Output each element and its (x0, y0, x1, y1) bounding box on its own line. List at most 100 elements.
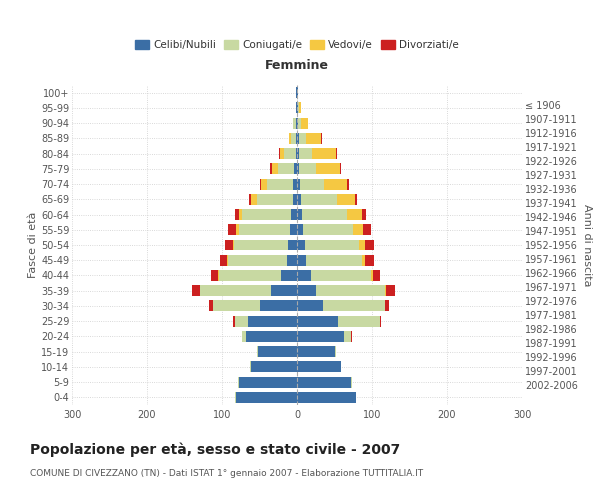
Bar (353, 224, 363, 235)
Bar (284, 148, 296, 159)
Bar (338, 316, 380, 326)
Bar (277, 164, 294, 174)
Bar (261, 178, 267, 190)
Bar (297, 194, 301, 205)
Bar (297, 376, 351, 388)
Bar (271, 285, 297, 296)
Bar (225, 240, 233, 250)
Bar (288, 240, 297, 250)
Bar (296, 87, 297, 98)
Bar (296, 148, 297, 159)
Bar (316, 164, 340, 174)
Bar (301, 118, 308, 128)
Bar (335, 346, 336, 357)
Bar (267, 178, 293, 190)
Bar (297, 178, 300, 190)
Bar (323, 300, 385, 312)
Bar (351, 331, 352, 342)
Bar (235, 316, 248, 326)
Bar (297, 148, 299, 159)
Bar (363, 224, 371, 235)
Bar (303, 224, 353, 235)
Y-axis label: Fasce di età: Fasce di età (28, 212, 38, 278)
Bar (219, 270, 281, 281)
Bar (347, 178, 349, 190)
Bar (280, 148, 284, 159)
Legend: Celibi/Nubili, Coniugati/e, Vedovi/e, Divorziati/e: Celibi/Nubili, Coniugati/e, Vedovi/e, Di… (131, 36, 463, 54)
Bar (248, 316, 297, 326)
Bar (296, 102, 297, 114)
Text: Femmine: Femmine (265, 59, 329, 72)
Bar (306, 255, 361, 266)
Bar (239, 209, 242, 220)
Bar (316, 285, 385, 296)
Bar (297, 392, 355, 403)
Bar (297, 224, 303, 235)
Bar (249, 194, 251, 205)
Bar (239, 224, 290, 235)
Bar (359, 240, 365, 250)
Bar (355, 392, 356, 403)
Bar (336, 148, 337, 159)
Bar (211, 270, 218, 281)
Bar (294, 164, 297, 174)
Bar (238, 376, 239, 388)
Bar (298, 102, 299, 114)
Bar (302, 209, 347, 220)
Bar (297, 285, 316, 296)
Bar (220, 255, 227, 266)
Bar (233, 316, 235, 326)
Bar (235, 224, 239, 235)
Bar (251, 362, 297, 372)
Bar (297, 270, 311, 281)
Bar (351, 376, 352, 388)
Bar (233, 240, 234, 250)
Bar (271, 164, 277, 174)
Bar (312, 148, 336, 159)
Bar (347, 209, 361, 220)
Bar (301, 194, 337, 205)
Bar (291, 209, 297, 220)
Bar (297, 316, 338, 326)
Bar (234, 240, 288, 250)
Bar (365, 255, 374, 266)
Bar (235, 392, 297, 403)
Text: Popolazione per età, sesso e stato civile - 2007: Popolazione per età, sesso e stato civil… (30, 442, 400, 457)
Bar (298, 118, 301, 128)
Bar (260, 178, 261, 190)
Bar (290, 224, 297, 235)
Bar (324, 178, 347, 190)
Bar (361, 255, 365, 266)
Bar (385, 300, 389, 312)
Bar (293, 178, 297, 190)
Bar (228, 255, 287, 266)
Bar (299, 102, 301, 114)
Bar (289, 133, 291, 144)
Bar (297, 118, 298, 128)
Bar (306, 133, 321, 144)
Bar (270, 164, 271, 174)
Bar (213, 300, 260, 312)
Bar (299, 148, 312, 159)
Bar (241, 331, 242, 342)
Bar (218, 270, 219, 281)
Bar (199, 285, 271, 296)
Bar (297, 133, 299, 144)
Bar (192, 285, 199, 296)
Bar (209, 300, 213, 312)
Bar (257, 194, 293, 205)
Bar (258, 346, 297, 357)
Bar (297, 300, 323, 312)
Bar (227, 255, 228, 266)
Bar (311, 270, 371, 281)
Bar (343, 331, 351, 342)
Bar (297, 240, 305, 250)
Bar (239, 376, 297, 388)
Bar (297, 102, 298, 114)
Bar (246, 331, 297, 342)
Bar (281, 270, 297, 281)
Bar (296, 133, 297, 144)
Bar (365, 240, 373, 250)
Bar (299, 133, 306, 144)
Bar (287, 255, 297, 266)
